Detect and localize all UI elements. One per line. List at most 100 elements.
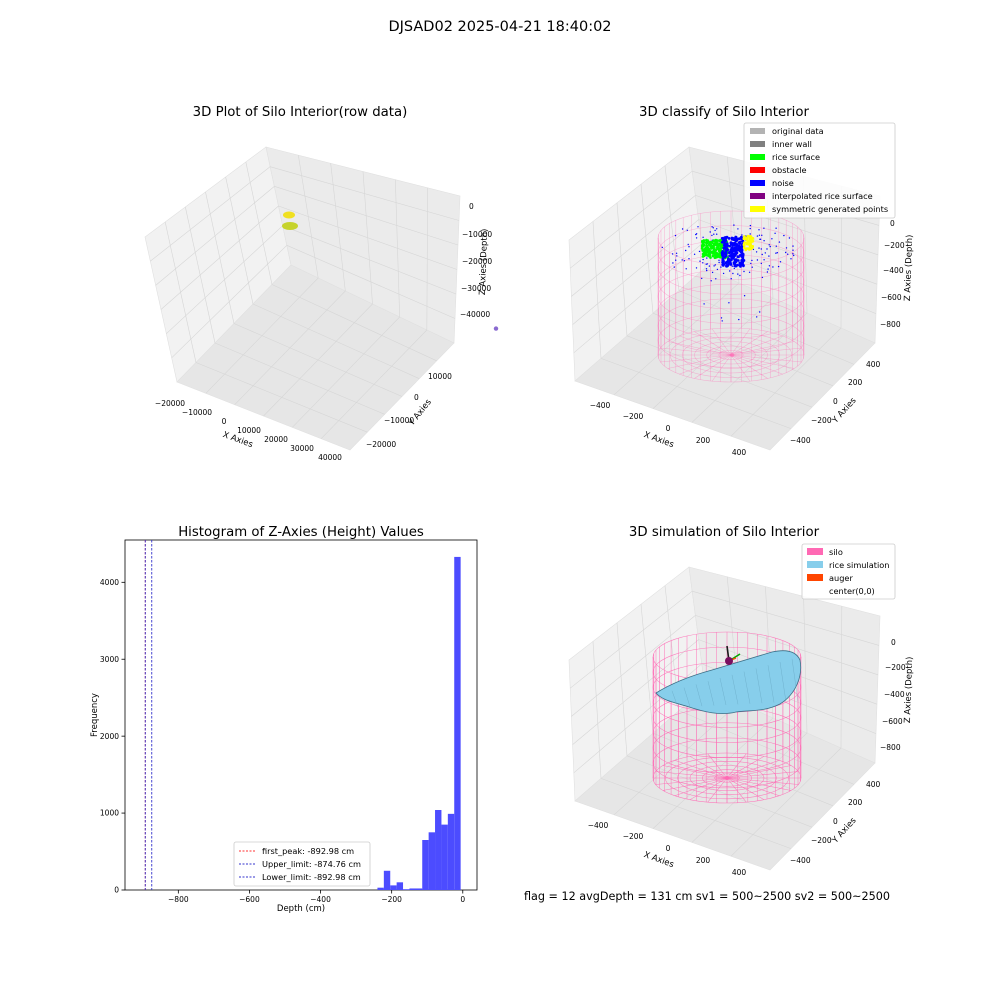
noise-point: [758, 229, 760, 231]
pane-gridline: [613, 702, 740, 816]
surface-mesh-line: [683, 687, 691, 707]
noise-point: [752, 248, 755, 251]
noise-point: [731, 265, 733, 267]
raw-point-cluster: [283, 211, 295, 219]
pane-gridline: [616, 202, 628, 336]
rice-surface-point: [710, 241, 714, 245]
pane-gridline: [730, 747, 842, 857]
panel3-ylabel: Frequency: [90, 693, 100, 737]
noise-point: [711, 271, 714, 274]
panel3-y-ticks: 0 1000 2000 3000 4000: [100, 578, 125, 895]
silo-floor-spoke: [726, 777, 799, 785]
panel4-z-ticks: 0 −200 −400 −600 −800: [880, 638, 906, 752]
noise-point: [681, 259, 683, 261]
silo-floor-spoke: [711, 354, 732, 382]
x-tick-label: −800: [168, 895, 189, 904]
panel2-x-tick: 400: [732, 448, 747, 457]
panel2-legend-frame: [743, 122, 896, 219]
silo-floor-spoke: [730, 354, 751, 382]
noise-point: [771, 238, 773, 240]
pane-gridline: [626, 755, 813, 828]
histogram-bar: [390, 885, 397, 890]
pane-gridline: [803, 596, 808, 734]
noise-point: [727, 237, 731, 240]
noise-point: [738, 247, 742, 251]
noise-point: [775, 227, 777, 229]
silo-floor-spoke: [679, 335, 732, 356]
noise-point: [721, 250, 725, 253]
panel1-y-tick: −20000: [366, 440, 396, 449]
surface-mesh-line: [671, 690, 679, 708]
silo-ring: [657, 225, 805, 280]
rice-surface-point: [717, 255, 721, 258]
noise-point: [728, 244, 732, 248]
silo-floor-spoke: [711, 328, 732, 356]
noise-point: [727, 258, 730, 262]
panel2-title: 3D classify of Silo Interior: [639, 105, 809, 120]
rice-surface-point: [707, 247, 711, 251]
noise-point: [760, 262, 762, 265]
pane-gridline: [640, 604, 654, 734]
histogram-bar: [403, 889, 410, 890]
noise-point: [721, 254, 724, 257]
noise-point: [763, 259, 765, 261]
panel2-z-tick: −600: [881, 293, 902, 302]
panel4-zlabel: Z Axies (Depth): [903, 656, 915, 723]
silo-floor-spoke: [730, 354, 783, 375]
rice-surface-point: [706, 250, 710, 254]
histogram-bar: [422, 840, 429, 890]
panel2-z-ticks: 0 −200 −400 −600 −800: [880, 219, 905, 329]
panel2-x-tick: −400: [590, 401, 611, 410]
panel4-y-tick: 400: [866, 780, 881, 789]
panel1-z-ticks: 0 −10000 −20000 −30000 −40000: [460, 202, 492, 319]
noise-point: [792, 253, 794, 255]
panel4-legend-label: auger: [829, 573, 853, 583]
pane-gridline: [652, 312, 834, 387]
noise-point: [698, 250, 701, 253]
noise-point: [721, 320, 723, 322]
silo-floor-spoke: [674, 777, 728, 796]
y-tick-label: 0: [114, 886, 119, 895]
noise-point: [758, 247, 760, 249]
panel2-legend-label: original data: [772, 126, 824, 136]
noise-point: [705, 268, 708, 270]
noise-point: [734, 264, 738, 268]
noise-point: [759, 238, 761, 240]
pane-gridline: [695, 615, 879, 676]
histogram-bar: [409, 888, 423, 890]
panel1-z-tick: −30000: [461, 284, 491, 293]
noise-point: [756, 316, 758, 318]
noise-point: [751, 259, 753, 262]
rice-surface-point: [710, 250, 714, 254]
noise-point: [671, 253, 674, 255]
noise-point: [702, 236, 704, 238]
panel1-z-tick: 0: [469, 202, 474, 211]
figure-suptitle: DJSAD02 2025-04-21 18:40:02: [388, 19, 611, 35]
symmetric-point: [743, 244, 746, 248]
silo-floor-spoke: [730, 328, 751, 356]
silo-floor-spoke: [689, 777, 728, 800]
y-tick-label: 2000: [100, 732, 119, 741]
x-tick-label: −400: [310, 895, 331, 904]
rice-surface-point: [716, 253, 719, 256]
symmetric-point: [749, 245, 753, 248]
noise-point: [699, 260, 701, 262]
noise-point: [758, 234, 761, 236]
noise-point: [729, 258, 733, 262]
surface-mesh-line: [731, 674, 739, 705]
noise-point: [740, 251, 744, 255]
silo-floor-spoke: [662, 777, 728, 791]
noise-point: [769, 245, 771, 248]
panel2-classified-points: [661, 224, 795, 358]
silo-floor-spoke: [655, 771, 728, 779]
panel4-legend-label: rice simulation: [829, 560, 889, 570]
panel4-x-tick: 0: [666, 844, 671, 853]
noise-point: [729, 261, 732, 265]
noise-point: [703, 303, 705, 305]
panel3-bars: [377, 556, 461, 890]
panel3-reference-lines: [144, 540, 153, 890]
panel3-legend-frame: [233, 841, 371, 887]
panel1-x-ticks: −20000 −10000 0 10000 20000 30000 40000: [155, 399, 342, 462]
histogram-bar: [428, 832, 436, 890]
panel1-x-tick: 0: [222, 417, 227, 426]
